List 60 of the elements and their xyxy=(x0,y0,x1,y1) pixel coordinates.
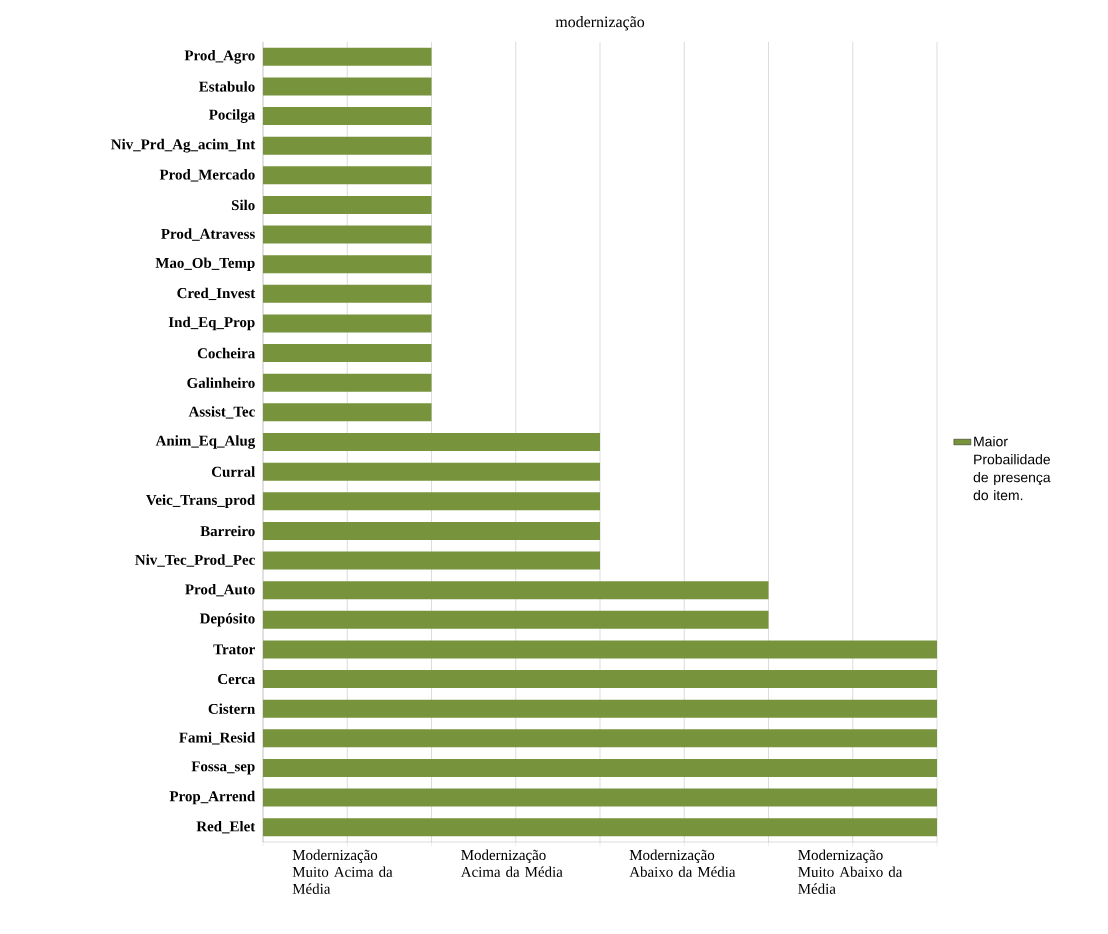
bar xyxy=(263,699,938,718)
y-tick-label: Assist_Tec xyxy=(188,406,255,419)
bar xyxy=(263,77,432,96)
y-tick-label: Red_Elet xyxy=(196,820,256,834)
bar xyxy=(263,788,938,807)
y-tick-label: Fossa_sep xyxy=(191,761,255,775)
bar xyxy=(263,758,938,777)
y-tick-label: Galinheiro xyxy=(187,377,255,388)
bar xyxy=(263,107,432,126)
bar xyxy=(263,581,769,600)
y-tick-label: Curral xyxy=(211,466,255,477)
bar xyxy=(263,284,432,303)
text: Modernização Abaixo da Média xyxy=(629,849,736,877)
legend-label: Maior Probailidade de presença do item. xyxy=(973,436,1051,501)
y-tick-label: Ind_Eq_Prop xyxy=(168,316,255,331)
y-tick-label: Veic_Trans_prod xyxy=(146,494,256,509)
y-tick-label: Mao_Ob_Temp xyxy=(155,257,255,271)
y-tick-label: Estabulo xyxy=(199,81,255,92)
bar xyxy=(263,432,601,451)
y-tick-label: Prod_Atravess xyxy=(161,228,255,241)
y-tick-label: Cistern xyxy=(208,703,255,714)
bar xyxy=(263,521,601,540)
y-tick-label: Barreiro xyxy=(200,525,255,537)
y-tick-label: Prod_Mercado xyxy=(159,169,255,182)
bar xyxy=(263,403,432,422)
bar xyxy=(263,492,601,511)
bar xyxy=(263,610,769,629)
y-tick-label: Niv_Tec_Prod_Pec xyxy=(135,554,255,567)
chart-title: modernização xyxy=(555,16,645,31)
text: Modernização Acima da Média xyxy=(460,849,563,877)
y-tick-label: Fami_Resid xyxy=(179,732,256,745)
y-tick-label: Silo xyxy=(231,199,255,211)
bar xyxy=(263,462,601,481)
bar xyxy=(263,818,938,837)
y-tick-label: Prod_Auto xyxy=(185,583,255,597)
bar xyxy=(263,344,432,363)
y-tick-label: Prod_Agro xyxy=(184,49,255,64)
y-tick-label: Niv_Prd_Ag_acim_Int xyxy=(111,138,256,153)
bar xyxy=(263,136,432,155)
y-tick-label: Depósito xyxy=(199,613,255,627)
y-tick-label: Cocheira xyxy=(197,347,256,359)
y-tick-label: Pocilga xyxy=(209,109,256,123)
bar xyxy=(263,47,432,66)
bar xyxy=(263,640,938,659)
y-tick-label: Trator xyxy=(213,644,255,655)
bar xyxy=(263,166,432,185)
y-tick-label: Anim_Eq_Alug xyxy=(155,435,256,449)
bar xyxy=(263,255,432,274)
bar xyxy=(263,225,432,244)
bar xyxy=(263,195,432,214)
bar xyxy=(263,314,432,333)
text: Modernização Muito Acima da Média xyxy=(292,849,393,894)
y-tick-label: Prop_Arrend xyxy=(169,790,256,805)
bar xyxy=(263,729,938,748)
y-tick-label: Cred_Invest xyxy=(177,287,256,301)
bar xyxy=(263,551,601,570)
y-tick-label: Cerca xyxy=(218,674,256,685)
bar xyxy=(263,670,938,689)
bar xyxy=(263,373,432,392)
text: Modernização Muito Abaixo da Média xyxy=(798,849,903,894)
